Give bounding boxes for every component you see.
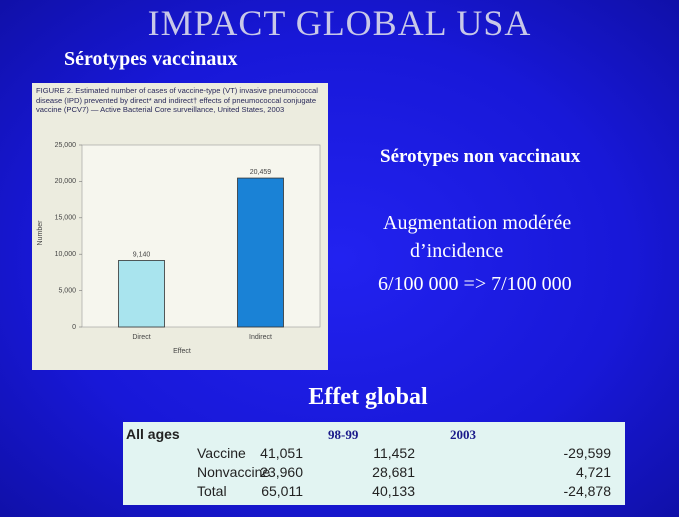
- left-heading: Sérotypes vaccinaux: [64, 48, 238, 70]
- table-cell: 65,011: [261, 483, 303, 499]
- plot-area: [81, 144, 321, 328]
- y-tick-label: 25,000: [55, 142, 77, 149]
- right-line: 6/100 000 => 7/100 000: [378, 273, 572, 295]
- y-tick-label: 5,000: [58, 287, 76, 294]
- x-tick-label: Direct: [132, 334, 150, 341]
- row-label: Vaccine: [197, 445, 246, 461]
- y-tick-label: 15,000: [55, 215, 77, 222]
- value-label: 9,140: [133, 251, 151, 258]
- table-cell: 40,133: [372, 483, 415, 499]
- row-label: Total: [197, 483, 227, 499]
- value-label: 20,459: [250, 169, 272, 176]
- y-axis-label: Number: [37, 220, 44, 246]
- x-axis-label: Effect: [173, 348, 191, 355]
- column-header: 2003: [450, 427, 476, 442]
- y-tick-label: 10,000: [55, 251, 77, 258]
- figure-caption: FIGURE 2. Estimated number of cases of v…: [36, 86, 318, 114]
- table-cell: -29,599: [563, 445, 611, 461]
- slide-title: IMPACT GLOBAL USA: [147, 3, 532, 43]
- bar: [237, 177, 284, 328]
- table-cell: 41,051: [260, 445, 303, 461]
- table-title: Effet global: [308, 384, 428, 410]
- figure: FIGURE 2. Estimated number of cases of v…: [32, 83, 328, 370]
- table-cell: -24,878: [563, 483, 611, 499]
- chart: Effect Number 0 5,000 10,000 15,000 20,000 25…: [37, 142, 321, 355]
- table-cell: 23,960: [260, 464, 303, 480]
- right-line: Augmentation modérée: [383, 212, 572, 234]
- table-cell: 11,452: [373, 445, 415, 461]
- x-tick-label: Indirect: [249, 334, 272, 341]
- right-line: d’incidence: [410, 240, 504, 262]
- group-label: All ages: [126, 426, 180, 442]
- row-label: Nonvaccine: [197, 464, 271, 480]
- table-cell: 28,681: [372, 464, 415, 480]
- column-header: 98-99: [328, 427, 359, 442]
- bar: [118, 260, 165, 328]
- y-tick-label: 20,000: [55, 178, 77, 185]
- right-heading: Sérotypes non vaccinaux: [380, 146, 581, 167]
- y-tick-label: 0: [72, 324, 76, 331]
- table-cell: 4,721: [575, 464, 611, 480]
- table: All ages 98-99 2003 Vaccine 41,051 11,452 -…: [123, 422, 625, 505]
